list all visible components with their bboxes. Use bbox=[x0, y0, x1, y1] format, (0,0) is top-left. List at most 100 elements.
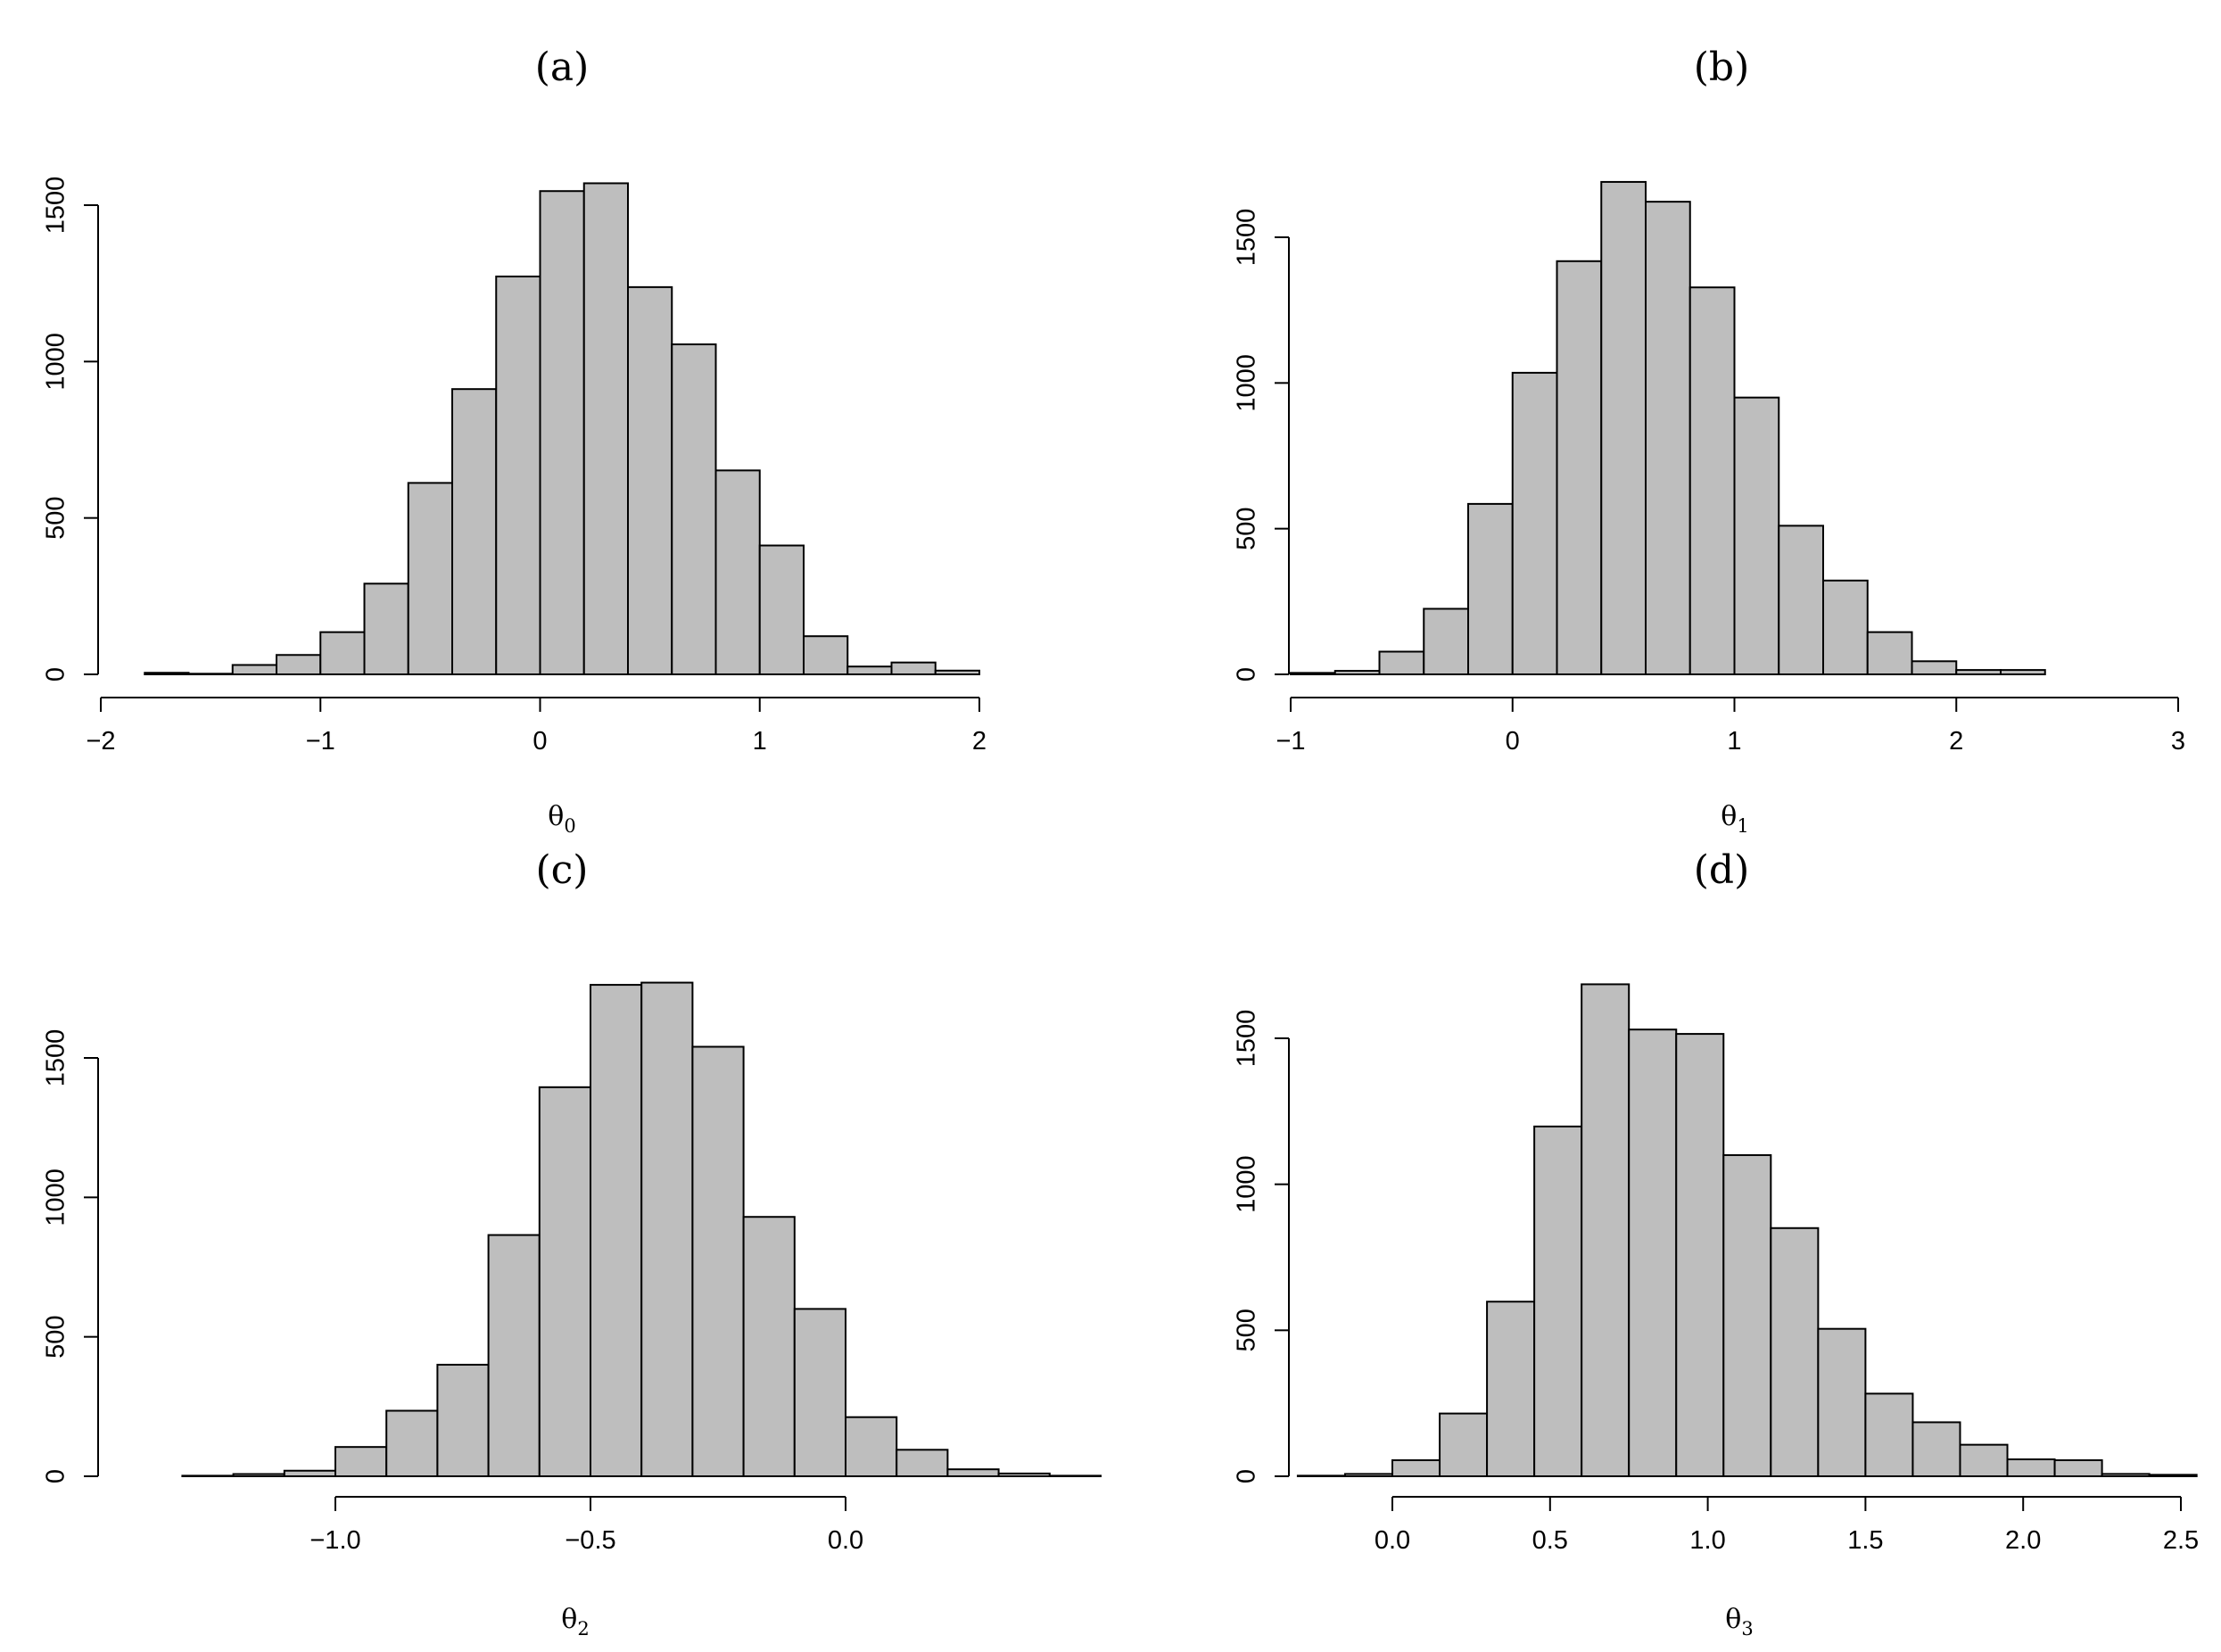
histogram-bar bbox=[1533, 1125, 1583, 1477]
x-tick-label: −0.5 bbox=[565, 1526, 615, 1555]
histogram-bar bbox=[1866, 631, 1913, 676]
histogram-bar bbox=[283, 1469, 336, 1478]
x-tick-label: 1.5 bbox=[1847, 1526, 1883, 1555]
histogram-bar bbox=[1817, 1327, 1867, 1477]
bars bbox=[144, 182, 980, 676]
histogram-bar bbox=[181, 1474, 235, 1477]
x-tick-label: 2.5 bbox=[2163, 1526, 2199, 1555]
histogram-bar bbox=[538, 1086, 591, 1477]
histogram-bar bbox=[1733, 396, 1780, 675]
y-tick-label: 500 bbox=[1233, 507, 1261, 549]
bars bbox=[1290, 180, 2046, 676]
histogram-bar bbox=[691, 1045, 745, 1477]
y-tick-label: 0 bbox=[42, 1469, 70, 1483]
x-tick-label: 2 bbox=[972, 727, 987, 756]
histogram-bar bbox=[1439, 1412, 1489, 1477]
histogram-bar bbox=[1955, 669, 2002, 675]
histogram-bar bbox=[187, 673, 234, 675]
histogram-bar bbox=[334, 1446, 388, 1478]
bars bbox=[1296, 983, 2198, 1478]
histogram-bar bbox=[1581, 983, 1631, 1477]
histogram-bar bbox=[451, 388, 498, 675]
histogram-bar bbox=[1378, 650, 1425, 676]
y-tick-label: 1000 bbox=[42, 1169, 70, 1227]
x-tick-label: 1.0 bbox=[1689, 1526, 1725, 1555]
y-axis: 0 500 1000 1500 bbox=[1233, 1010, 1290, 1483]
histogram-bar bbox=[846, 665, 893, 676]
histogram-bar bbox=[2053, 1458, 2103, 1478]
histogram-bar bbox=[671, 343, 717, 675]
histogram-bar bbox=[2148, 1474, 2198, 1477]
x-axis-label: θ3 bbox=[1725, 1604, 1753, 1640]
panel-title: (d) bbox=[1694, 847, 1750, 893]
histogram-bar bbox=[845, 1416, 898, 1478]
x-tick-label: −1.0 bbox=[310, 1526, 360, 1555]
x-axis-label: θ0 bbox=[548, 801, 575, 837]
histogram-bar bbox=[1645, 201, 1691, 675]
histogram-bar bbox=[803, 635, 849, 676]
histogram-bar bbox=[1822, 579, 1869, 676]
histogram-bar bbox=[896, 1449, 949, 1477]
histogram-bar bbox=[2101, 1473, 2151, 1478]
histogram-bar bbox=[495, 275, 541, 675]
histogram-bar bbox=[1296, 1474, 1346, 1478]
y-tick-label: 1500 bbox=[1233, 1010, 1261, 1068]
panel-c: (c) 0 500 1000 1500 −1.0 −0.5 0.0 θ2 bbox=[42, 847, 1102, 1640]
panel-title: (b) bbox=[1694, 45, 1750, 90]
x-tick-label: 1 bbox=[1727, 727, 1741, 756]
x-tick-label: 0 bbox=[1506, 727, 1520, 756]
histogram-bar bbox=[997, 1472, 1051, 1477]
histogram-bar bbox=[627, 285, 673, 675]
y-axis: 0 500 1000 1500 bbox=[42, 1029, 99, 1483]
x-axis-label-symbol: θ bbox=[548, 801, 564, 832]
histogram-bar bbox=[276, 654, 322, 675]
x-tick-label: 0 bbox=[533, 727, 547, 756]
histogram-bar bbox=[793, 1308, 846, 1478]
histogram-bar bbox=[714, 469, 761, 676]
x-tick-label: −1 bbox=[1276, 727, 1305, 756]
y-tick-label: 0 bbox=[1233, 1469, 1261, 1483]
x-axis-label-subscript: 2 bbox=[577, 1618, 589, 1640]
histogram-bar bbox=[407, 482, 453, 676]
histogram-bar bbox=[385, 1409, 439, 1477]
y-tick-label: 1000 bbox=[1233, 354, 1261, 412]
histogram-bar bbox=[640, 981, 694, 1477]
y-tick-label: 500 bbox=[42, 496, 70, 539]
x-tick-label: 0.5 bbox=[1532, 1526, 1568, 1555]
histogram-bar bbox=[890, 661, 937, 676]
x-tick-label: 3 bbox=[2171, 727, 2185, 756]
x-axis-label: θ2 bbox=[561, 1604, 589, 1640]
x-axis-label-subscript: 0 bbox=[564, 815, 575, 837]
histogram-bar bbox=[144, 672, 190, 675]
histogram-bar bbox=[1290, 672, 1336, 675]
histogram-bar bbox=[1911, 660, 1958, 675]
histogram-bar bbox=[1959, 1443, 2009, 1477]
x-tick-label: −2 bbox=[86, 727, 115, 756]
y-tick-label: 1000 bbox=[42, 333, 70, 391]
y-tick-label: 1000 bbox=[1233, 1155, 1261, 1213]
histogram-bar bbox=[1556, 260, 1603, 675]
histogram-bar bbox=[590, 984, 643, 1477]
histogram-bar bbox=[436, 1363, 490, 1478]
y-tick-label: 1500 bbox=[1233, 209, 1261, 267]
histogram-bar bbox=[1864, 1392, 1914, 1477]
histogram-bar bbox=[1391, 1458, 1441, 1478]
histogram-bar bbox=[1600, 180, 1647, 675]
y-tick-label: 0 bbox=[1233, 667, 1261, 681]
histogram-bar bbox=[1675, 1033, 1725, 1477]
histogram-bar bbox=[742, 1216, 796, 1477]
histogram-bar bbox=[1048, 1474, 1102, 1477]
histogram-bar bbox=[1343, 1473, 1393, 1478]
histogram-bar bbox=[2006, 1458, 2056, 1477]
y-tick-label: 0 bbox=[42, 667, 70, 681]
x-axis-label: θ1 bbox=[1721, 801, 1748, 837]
y-tick-label: 1500 bbox=[42, 1029, 70, 1087]
y-tick-label: 1500 bbox=[42, 177, 70, 235]
bars bbox=[181, 981, 1102, 1478]
x-axis-label-symbol: θ bbox=[1721, 801, 1737, 832]
y-axis: 0 500 1000 1500 bbox=[42, 177, 99, 681]
histogram-bar bbox=[934, 669, 980, 675]
histogram-bar bbox=[1770, 1227, 1820, 1478]
